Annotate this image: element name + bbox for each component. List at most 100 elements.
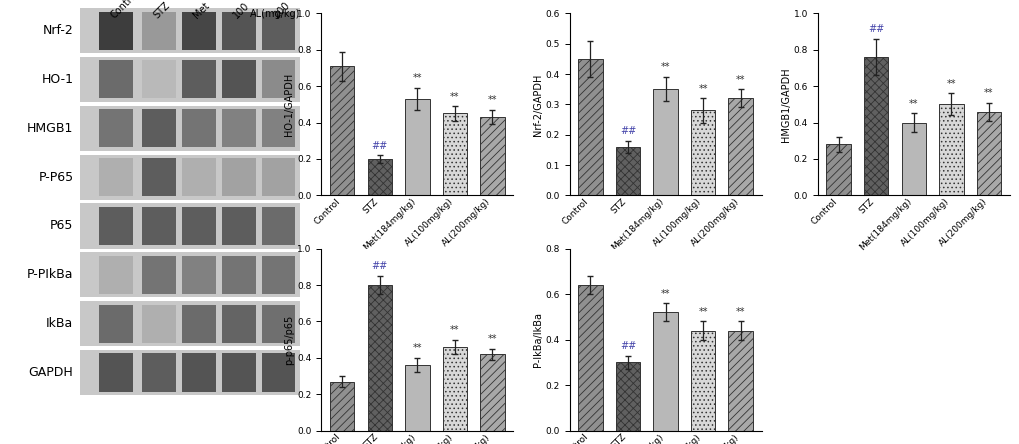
Text: **: ** [413, 73, 422, 83]
Bar [143, 207, 176, 245]
Text: **: ** [487, 95, 496, 105]
Y-axis label: Nrf-2/GAPDH: Nrf-2/GAPDH [532, 73, 542, 135]
Bar [261, 109, 296, 147]
Text: IkBa: IkBa [46, 317, 73, 330]
Bar [181, 60, 216, 99]
Text: **: ** [449, 91, 460, 102]
Bar [79, 350, 300, 395]
Bar [261, 305, 296, 343]
Y-axis label: HO-1/GAPDH: HO-1/GAPDH [284, 73, 294, 136]
Text: **: ** [413, 343, 422, 353]
Y-axis label: p-p65/p65: p-p65/p65 [284, 314, 294, 365]
Bar [615, 362, 640, 431]
Bar [143, 353, 176, 392]
Bar [79, 57, 300, 102]
Text: **: ** [698, 84, 707, 94]
Bar [578, 59, 602, 195]
Text: ##: ## [867, 24, 883, 34]
Bar [863, 57, 888, 195]
Bar [442, 347, 467, 431]
Bar [261, 158, 296, 196]
Bar [728, 98, 752, 195]
Text: ##: ## [371, 141, 387, 151]
Bar [222, 158, 255, 196]
Text: **: ** [983, 88, 993, 98]
Bar [143, 60, 176, 99]
Text: **: ** [660, 63, 669, 72]
Text: 100: 100 [231, 0, 252, 20]
Text: **: ** [735, 307, 745, 317]
Bar [100, 305, 132, 343]
Bar [100, 109, 132, 147]
Bar [222, 353, 255, 392]
Text: **: ** [660, 289, 669, 299]
Bar [825, 144, 850, 195]
Text: Nrf-2: Nrf-2 [43, 24, 73, 37]
Text: Control: Control [109, 0, 141, 20]
Bar [79, 106, 300, 151]
Bar [100, 353, 132, 392]
Bar [222, 12, 255, 50]
Text: P-PIkBa: P-PIkBa [26, 268, 73, 281]
Bar [938, 104, 963, 195]
Bar [405, 365, 429, 431]
Bar [480, 354, 504, 431]
Text: **: ** [698, 307, 707, 317]
Bar [79, 155, 300, 200]
Bar [261, 12, 296, 50]
Text: AL(mg/kg): AL(mg/kg) [250, 9, 300, 19]
Bar [690, 330, 714, 431]
Bar [79, 8, 300, 53]
Bar [261, 60, 296, 99]
Bar [442, 114, 467, 195]
Bar [100, 256, 132, 294]
Bar [405, 99, 429, 195]
Bar [181, 207, 216, 245]
Text: P65: P65 [50, 219, 73, 233]
Bar [330, 381, 354, 431]
Bar [976, 111, 1000, 195]
Bar [100, 12, 132, 50]
Bar [143, 158, 176, 196]
Bar [143, 256, 176, 294]
Text: ##: ## [620, 126, 636, 136]
Text: **: ** [487, 334, 496, 344]
Y-axis label: HMGB1/GAPDH: HMGB1/GAPDH [781, 67, 790, 142]
Text: **: ** [946, 79, 955, 89]
Bar [181, 305, 216, 343]
Bar [222, 256, 255, 294]
Bar [100, 158, 132, 196]
Bar [367, 159, 391, 195]
Bar [222, 305, 255, 343]
Bar [578, 285, 602, 431]
Bar [222, 60, 255, 99]
Text: ##: ## [620, 341, 636, 351]
Text: **: ** [908, 99, 917, 109]
Bar [181, 158, 216, 196]
Bar [181, 109, 216, 147]
Bar [480, 117, 504, 195]
Text: Met: Met [192, 0, 212, 20]
Bar [690, 111, 714, 195]
Bar [181, 353, 216, 392]
Text: ##: ## [371, 262, 387, 271]
Bar [79, 252, 300, 297]
Bar [901, 123, 925, 195]
Bar [653, 313, 677, 431]
Text: HMGB1: HMGB1 [28, 122, 73, 135]
Y-axis label: P-IkBa/IkBa: P-IkBa/IkBa [532, 312, 542, 367]
Bar [79, 203, 300, 249]
Text: GAPDH: GAPDH [29, 366, 73, 379]
Bar [181, 256, 216, 294]
Bar [181, 12, 216, 50]
Bar [367, 285, 391, 431]
Bar [653, 89, 677, 195]
Bar [615, 147, 640, 195]
Text: P-P65: P-P65 [39, 170, 73, 184]
Bar [79, 301, 300, 346]
Bar [728, 330, 752, 431]
Text: 200: 200 [271, 0, 291, 20]
Bar [100, 207, 132, 245]
Bar [222, 207, 255, 245]
Bar [100, 60, 132, 99]
